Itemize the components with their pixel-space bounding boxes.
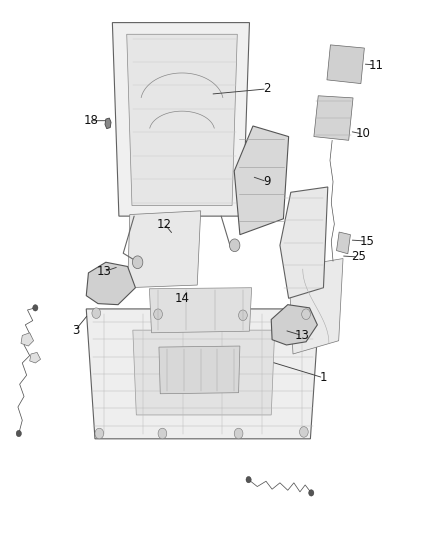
Polygon shape: [133, 330, 275, 415]
Circle shape: [16, 430, 21, 437]
Text: 15: 15: [360, 235, 374, 247]
Polygon shape: [149, 288, 252, 333]
Polygon shape: [30, 352, 41, 363]
Polygon shape: [234, 126, 289, 235]
Polygon shape: [86, 309, 319, 439]
Circle shape: [158, 428, 167, 439]
Text: 2: 2: [263, 83, 271, 95]
Circle shape: [302, 309, 311, 319]
Circle shape: [154, 309, 162, 319]
Text: 11: 11: [368, 59, 383, 71]
Circle shape: [246, 477, 251, 483]
Text: 25: 25: [351, 251, 366, 263]
Circle shape: [92, 308, 101, 318]
Text: 18: 18: [83, 114, 98, 127]
Polygon shape: [271, 305, 318, 345]
Text: 13: 13: [294, 329, 309, 342]
Polygon shape: [113, 22, 250, 216]
Text: 14: 14: [174, 292, 190, 305]
Circle shape: [300, 426, 308, 437]
Circle shape: [230, 239, 240, 252]
Polygon shape: [280, 187, 328, 298]
Circle shape: [239, 310, 247, 320]
Polygon shape: [314, 96, 353, 140]
Polygon shape: [127, 211, 201, 288]
Text: 13: 13: [96, 265, 111, 278]
Circle shape: [234, 428, 243, 439]
Polygon shape: [127, 34, 237, 206]
Text: 10: 10: [355, 127, 370, 140]
Polygon shape: [289, 259, 343, 354]
Text: 3: 3: [72, 324, 79, 337]
Polygon shape: [159, 346, 240, 394]
Polygon shape: [21, 333, 34, 346]
Text: 1: 1: [320, 372, 327, 384]
Polygon shape: [105, 118, 111, 128]
Circle shape: [309, 490, 314, 496]
Polygon shape: [86, 262, 135, 305]
Polygon shape: [327, 45, 364, 84]
Polygon shape: [336, 232, 350, 254]
Circle shape: [95, 428, 104, 439]
Circle shape: [132, 256, 143, 269]
Text: 9: 9: [263, 175, 271, 188]
Circle shape: [33, 305, 38, 311]
Text: 12: 12: [157, 217, 172, 231]
